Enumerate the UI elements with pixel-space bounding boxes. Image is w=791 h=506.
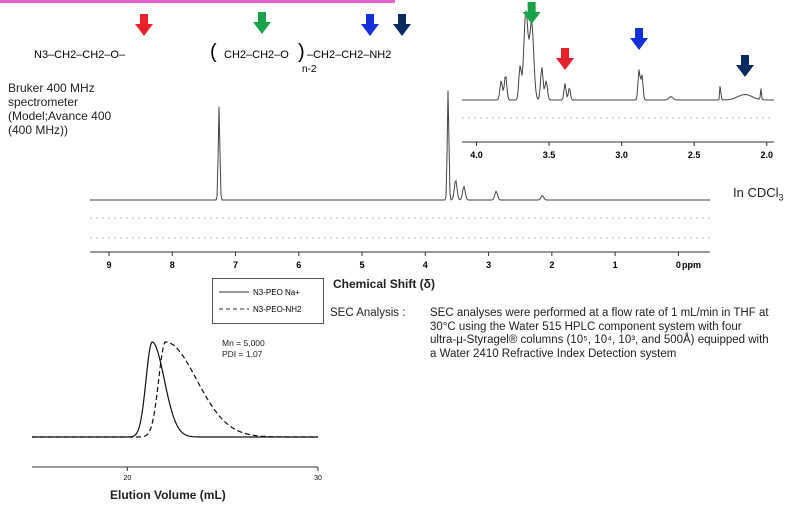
inset-x-tick-label: 2.0 [760, 150, 773, 160]
repeat-subscript: n-2 [302, 64, 317, 75]
x-tick-label: 1 [613, 260, 618, 270]
mn-value: Mn = 5,000 [222, 338, 265, 348]
x-tick-label: 7 [233, 260, 238, 270]
x-tick-label: 3 [486, 260, 491, 270]
green-arrow-icon [522, 2, 541, 24]
sec-analysis-text: SEC analyses were performed at a flow ra… [430, 307, 769, 360]
blue-arrow-icon [630, 28, 649, 50]
red-arrow-icon [135, 14, 153, 36]
nmr-main-trace [90, 90, 710, 201]
x-tick-label: 6 [296, 260, 301, 270]
legend-item-2: N3-PEO-NH2 [253, 305, 302, 314]
x-tick-label: 4 [423, 260, 428, 270]
x-tick-label: 9 [106, 260, 111, 270]
inset-x-tick-label: 3.5 [543, 150, 556, 160]
x-tick-label: 8 [170, 260, 175, 270]
instrument-info: Bruker 400 MHz spectrometer (Model;Avanc… [8, 81, 112, 137]
repeat-close-paren: ) [298, 41, 305, 63]
inset-x-tick-label: 2.5 [688, 150, 701, 160]
inset-x-tick-label: 3.0 [615, 150, 628, 160]
green-arrow-icon [253, 12, 271, 34]
x-axis-unit: ppm [682, 260, 701, 270]
sec-x-tick-label: 20 [123, 475, 131, 482]
repeat-open-paren: ( [210, 41, 217, 63]
x-tick-label: 5 [360, 260, 365, 270]
x-tick-label: 2 [549, 260, 554, 270]
sec-series-1 [32, 341, 318, 438]
chemical-shift-label: Chemical Shift (δ) [333, 277, 435, 291]
sec-legend: N3-PEO Na+ N3-PEO-NH2 [212, 278, 324, 324]
mn-pdi-text: Mn = 5,000 PDI = 1.07 [222, 338, 265, 360]
inset-x-tick-label: 4.0 [470, 150, 483, 160]
navy-arrow-icon [735, 55, 754, 77]
sec-series-2 [32, 341, 318, 438]
molecule-left: N3–CH2–CH2–O– [34, 49, 126, 61]
sec-analysis-label: SEC Analysis : [330, 307, 406, 319]
elution-volume-label: Elution Volume (mL) [110, 488, 226, 502]
x-tick-label: 0 [676, 260, 681, 270]
legend-item-1: N3-PEO Na+ [253, 288, 300, 297]
nmr-inset-trace [462, 10, 774, 101]
sec-x-tick-label: 30 [314, 475, 322, 482]
blue-arrow-icon [361, 14, 379, 36]
navy-arrow-icon [393, 14, 411, 36]
solvent-label: In CDCl3 [733, 185, 784, 203]
molecule-structure: N3–CH2–CH2–O– ( CH2–CH2–O ) –CH2–CH2–NH2… [34, 12, 411, 75]
sec-chromatogram: 20 30 [32, 341, 322, 482]
pdi-value: PDI = 1.07 [222, 349, 263, 359]
nmr-spectrum-inset: 4.0 3.5 3.0 2.5 2.0 [462, 2, 774, 160]
molecule-right: –CH2–CH2–NH2 [307, 49, 391, 61]
molecule-repeat: CH2–CH2–O [224, 49, 289, 61]
nmr-spectrum-main: 9 8 7 6 5 4 3 2 1 0 ppm [90, 90, 710, 270]
red-arrow-icon [556, 48, 575, 70]
top-accent-bar [0, 0, 395, 3]
